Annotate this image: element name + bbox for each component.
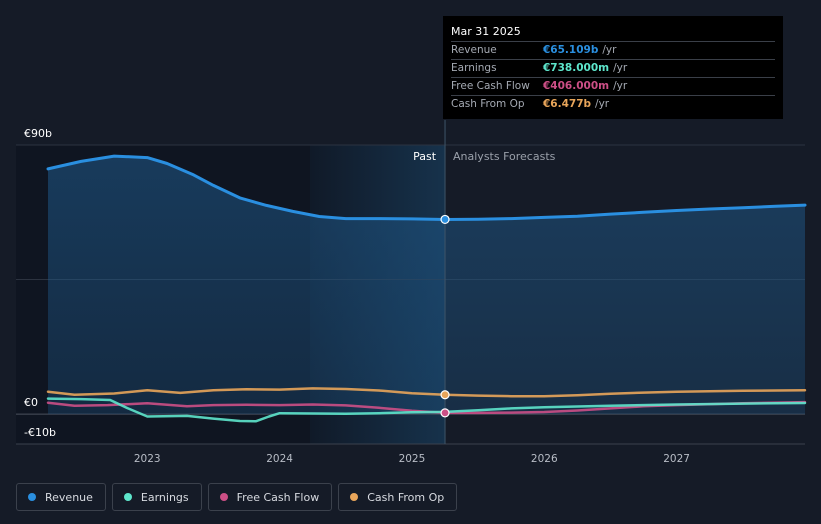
series-line-earnings — [46, 397, 807, 423]
series-line-cash_from_op — [46, 387, 807, 398]
tooltip-label: Earnings — [451, 62, 497, 74]
tooltip-row-earnings: Earnings €738.000m /yr — [451, 59, 775, 77]
tooltip-unit: /yr — [613, 80, 628, 92]
y-tick-label: €90b — [24, 127, 52, 140]
tooltip-row-cash-from-op: Cash From Op €6.477b /yr — [451, 95, 775, 113]
legend-label: Earnings — [140, 490, 189, 504]
legend-label: Cash From Op — [367, 490, 445, 504]
tooltip-unit: /yr — [613, 62, 628, 74]
tooltip-label: Free Cash Flow — [451, 80, 530, 92]
tooltip-value: €65.109b — [543, 44, 599, 56]
legend-dot-icon — [350, 493, 359, 501]
revenue-area — [48, 156, 805, 415]
past-label: Past — [413, 150, 437, 163]
marker-revenue — [440, 214, 450, 225]
x-tick-label: 2024 — [266, 453, 293, 465]
tooltip-unit: /yr — [595, 98, 610, 110]
x-tick-label: 2027 — [663, 453, 690, 465]
series-line-free_cash_flow — [46, 400, 807, 415]
series-line-revenue — [46, 154, 807, 221]
tooltip-value: €406.000m — [543, 80, 610, 92]
legend-dot-icon — [219, 493, 228, 501]
tooltip-row-free-cash-flow: Free Cash Flow €406.000m /yr — [451, 77, 775, 95]
tooltip-label: Revenue — [451, 44, 497, 56]
forecast-label: Analysts Forecasts — [453, 150, 556, 163]
x-tick-label: 2026 — [531, 453, 558, 465]
legend-label: Free Cash Flow — [236, 490, 320, 504]
tooltip-date: Mar 31 2025 — [451, 25, 521, 38]
y-tick-label: €0 — [24, 396, 38, 409]
tooltip-unit: /yr — [602, 44, 617, 56]
tooltip-row-revenue: Revenue €65.109b /yr — [451, 41, 775, 59]
y-tick-label: -€10b — [24, 426, 56, 439]
legend-item-cash-from-op[interactable]: Cash From Op — [338, 483, 458, 511]
legend-dot-icon — [123, 493, 132, 501]
x-tick-label: 2023 — [134, 453, 161, 465]
tooltip-label: Cash From Op — [451, 98, 525, 110]
legend-dot-icon — [28, 493, 36, 501]
marker-cash_from_op — [440, 390, 450, 400]
tooltip-value: €738.000m — [543, 62, 610, 74]
legend: Revenue Earnings Free Cash Flow Cash Fro… — [16, 483, 458, 511]
legend-item-revenue[interactable]: Revenue — [16, 483, 106, 511]
legend-item-earnings[interactable]: Earnings — [111, 483, 202, 511]
legend-item-free-cash-flow[interactable]: Free Cash Flow — [207, 483, 333, 511]
tooltip: Mar 31 2025 Revenue €65.109b /yr Earning… — [443, 16, 783, 119]
x-tick-label: 2025 — [399, 453, 426, 465]
legend-label: Revenue — [45, 490, 93, 504]
tooltip-value: €6.477b — [543, 98, 592, 110]
marker-free_cash_flow — [440, 408, 450, 418]
